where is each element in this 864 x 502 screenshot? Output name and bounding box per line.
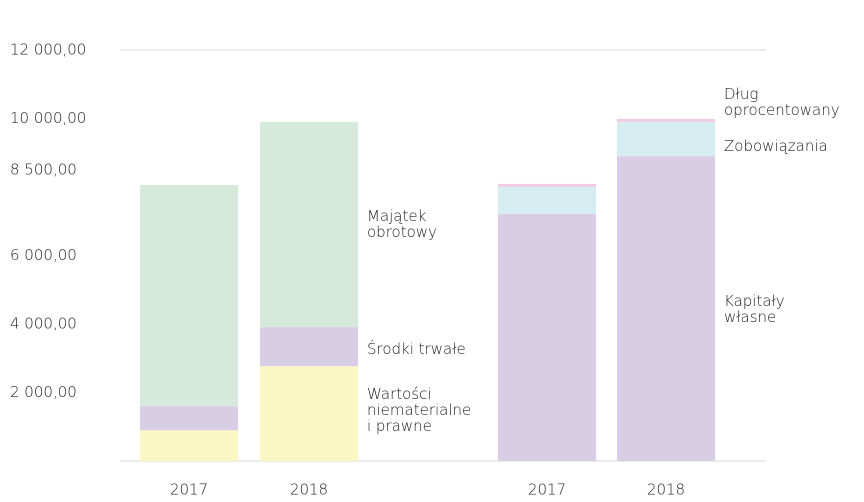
y-tick-label: 2 000,00 xyxy=(10,383,77,401)
y-tick-label: 10 000,00 xyxy=(10,109,86,127)
legend-label: Dług oprocentowany xyxy=(724,85,840,119)
legend-label: Kapitały własne xyxy=(724,292,785,326)
bar-segment xyxy=(617,118,715,122)
x-tick-label: 2017 xyxy=(170,481,208,499)
bar-segment xyxy=(617,156,715,462)
bar-segment xyxy=(498,214,596,461)
y-tick-label: 8 500,00 xyxy=(10,160,77,178)
x-tick-label: 2018 xyxy=(647,481,685,499)
y-tick-label: 12 000,00 xyxy=(10,41,86,59)
bar-segment xyxy=(260,366,358,461)
bar-segment xyxy=(260,121,358,328)
x-tick-label: 2017 xyxy=(528,481,566,499)
bar-segment xyxy=(140,430,238,461)
x-tick-label: 2018 xyxy=(290,481,328,499)
legend-label: Majątek obrotowy xyxy=(367,207,437,241)
legend-label: Zobowiązania xyxy=(724,137,828,155)
y-tick-label: 6 000,00 xyxy=(10,246,77,264)
legend-label: Środki trwałe xyxy=(367,340,466,358)
bar-segment xyxy=(260,327,358,367)
bar-segment xyxy=(498,183,596,187)
bar-segment xyxy=(140,184,238,407)
y-tick-label: 4 000,00 xyxy=(10,315,77,333)
bar-segment xyxy=(617,121,715,157)
legend-label: Wartości niematerialne i prawne xyxy=(367,385,472,435)
bar-segment xyxy=(140,406,238,431)
bar-segment xyxy=(498,187,596,215)
